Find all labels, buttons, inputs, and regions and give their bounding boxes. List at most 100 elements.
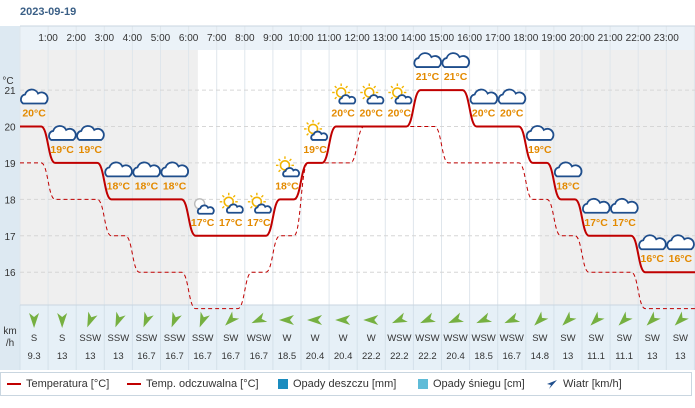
wind-arrow-shape: [87, 311, 98, 328]
wind-arrow-icon: [199, 311, 210, 328]
cloudy-icon: [469, 88, 499, 105]
cloudy-icon: [76, 125, 105, 141]
hour-tick-label: 4:00: [123, 33, 143, 44]
wind-direction-label: SW: [532, 333, 547, 344]
wind-arrow-icon: [251, 312, 268, 324]
wind-direction-label: SSW: [164, 333, 186, 344]
legend-rain-swatch: [278, 379, 288, 390]
cloudy-icon: [20, 88, 49, 105]
hour-tick-label: 6:00: [179, 33, 199, 44]
wind-arrow-shape: [420, 312, 436, 324]
wind-direction-label: W: [311, 333, 320, 344]
cloud-shape: [666, 234, 695, 251]
hour-tick-label: 21:00: [598, 33, 623, 44]
cloudy-icon: [441, 52, 471, 68]
cloudy-icon: [553, 161, 583, 178]
wind-arrow-shape: [476, 312, 493, 324]
legend-feels-like-swatch: [127, 383, 141, 386]
legend: Temperatura [°C] Temp. odczuwalna [°C] O…: [0, 372, 692, 396]
sun-ray: [278, 169, 281, 173]
sun-ray: [221, 194, 225, 198]
sun-ray: [289, 158, 292, 162]
wind-arrow-icon: [225, 311, 240, 326]
legend-rain-label: Opady deszczu [mm]: [293, 378, 397, 390]
wind-arrow-shape: [57, 313, 68, 328]
wind-arrow-shape: [335, 315, 351, 325]
partly-cloudy-sun-icon: [332, 83, 357, 105]
sun-ray: [317, 122, 320, 125]
sun-ray: [362, 96, 366, 100]
cloud-shape: [441, 52, 471, 68]
wind-arrow-icon: [534, 311, 549, 326]
legend-temperature-swatch: [7, 383, 21, 386]
wind-direction-label: WSW: [387, 333, 411, 344]
cloud-shape: [226, 203, 244, 214]
night-shade-morning: [20, 50, 198, 305]
wind-arrow-icon: [278, 315, 294, 325]
hour-tick-label: 23:00: [654, 33, 679, 44]
sun-ray: [249, 194, 253, 198]
hour-tick-label: 19:00: [541, 33, 566, 44]
cloudy-icon: [160, 161, 190, 178]
hour-tick-label: 10:00: [288, 33, 313, 44]
cloud-shape: [282, 167, 300, 178]
wind-direction-label: SW: [645, 333, 660, 344]
cloudy-icon: [525, 125, 555, 141]
y-tick-label: 19: [4, 159, 16, 170]
wind-speed-label: 14.8: [531, 351, 550, 362]
wind-arrow-shape: [618, 311, 633, 326]
wind-arrow-icon: [448, 312, 464, 324]
cloud-shape: [497, 88, 527, 105]
cloudy-icon: [104, 161, 133, 178]
hour-tick-label: 11:00: [317, 33, 342, 44]
wind-arrow-icon: [57, 313, 68, 328]
legend-item-snow[interactable]: Opady śniegu [cm]: [418, 378, 525, 390]
hour-tick-label: 15:00: [429, 33, 454, 44]
temperature-label: 20°C: [331, 108, 355, 120]
wind-arrow-shape: [199, 311, 210, 328]
wind-speed-label: 16.7: [250, 351, 269, 362]
legend-item-feels-like[interactable]: Temp. odczuwalna [°C]: [127, 378, 259, 390]
cloud-shape: [469, 88, 499, 105]
sun-ray: [334, 96, 338, 100]
wind-arrow-icon: [562, 311, 577, 326]
wind-speed-label: 13: [647, 351, 658, 362]
temperature-label: 17°C: [219, 217, 243, 229]
sun-ray: [306, 133, 309, 136]
legend-item-rain[interactable]: Opady deszczu [mm]: [278, 378, 396, 390]
legend-item-temperature[interactable]: Temperatura [°C]: [7, 378, 109, 390]
y-tick-label: 20: [4, 123, 16, 134]
hour-tick-label: 17:00: [485, 33, 510, 44]
wind-arrow-icon: [646, 311, 661, 326]
wind-arrow-shape: [391, 312, 408, 324]
wind-arrow-icon: [171, 311, 182, 328]
legend-item-wind[interactable]: Wiatr [km/h]: [547, 378, 622, 390]
wind-direction-label: S: [59, 333, 65, 344]
cloud-shape: [76, 125, 105, 141]
temperature-label: 16°C: [641, 253, 665, 265]
temperature-label: 18°C: [135, 180, 159, 192]
wind-speed-label: 13: [57, 351, 68, 362]
cloud-shape: [553, 161, 583, 178]
wind-arrow-icon: [29, 313, 40, 328]
wind-speed-label: 22.2: [362, 351, 381, 362]
y-tick-label: 18: [4, 195, 16, 206]
temperature-label: 20°C: [22, 108, 46, 120]
temperature-label: 21°C: [444, 71, 468, 83]
wind-speed-label: 11.1: [587, 351, 605, 362]
wind-arrow-shape: [646, 311, 661, 326]
cloud-shape: [394, 94, 413, 105]
y-tick-label: 21: [4, 86, 16, 97]
temperature-label: 17°C: [584, 217, 608, 229]
wind-speed-label: 9.3: [27, 351, 40, 362]
cloudy-icon: [413, 52, 442, 68]
temperature-label: 19°C: [303, 144, 327, 156]
cloudy-icon: [497, 88, 527, 105]
cloud-shape: [338, 94, 357, 105]
wind-arrow-icon: [590, 311, 605, 326]
hour-tick-label: 22:00: [626, 33, 651, 44]
cloud-shape: [638, 234, 667, 251]
cloud-shape: [413, 52, 442, 68]
wind-arrow-shape: [674, 311, 689, 326]
wind-speed-label: 16.7: [222, 351, 241, 362]
